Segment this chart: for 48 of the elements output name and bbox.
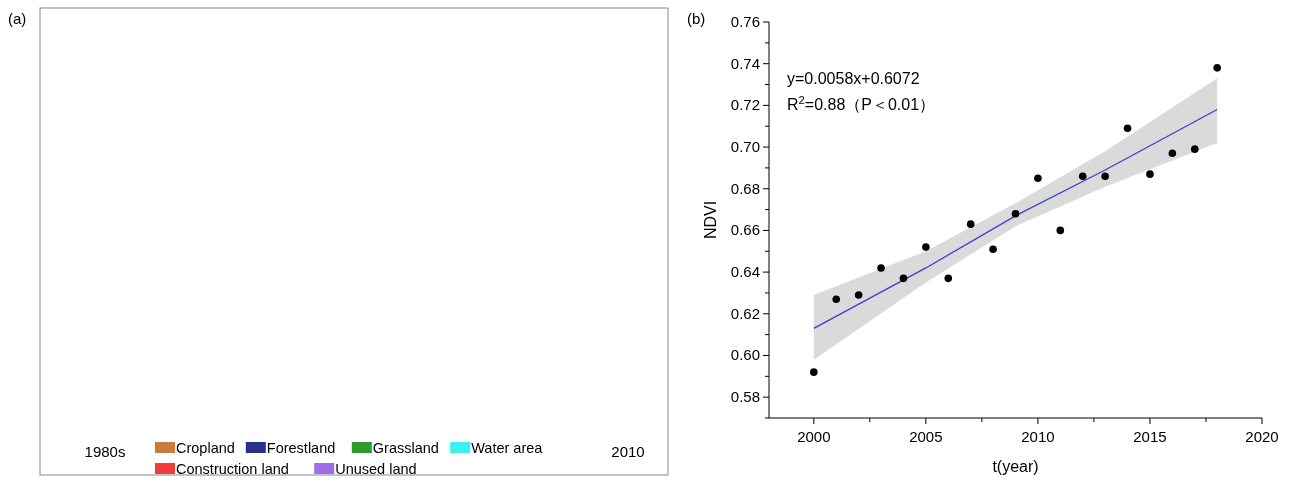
category-label: Grassland xyxy=(372,440,439,456)
x-tick-label: 2005 xyxy=(909,428,943,445)
category-label: Water area xyxy=(471,440,544,456)
text: (a) xyxy=(8,10,27,27)
point xyxy=(1146,170,1154,178)
y-tick-label: 0.62 xyxy=(730,304,760,322)
point xyxy=(922,243,930,251)
category-label: Construction land xyxy=(176,461,289,477)
y-tick-label: 0.64 xyxy=(730,263,760,281)
annotation: R$^{2}$=0.88（P＜0.01） xyxy=(787,94,936,113)
point xyxy=(877,264,885,272)
y-tick-label: 0.74 xyxy=(730,54,760,72)
y-tick-label: 0.60 xyxy=(730,346,760,364)
x-tick-label: 2000 xyxy=(797,428,831,445)
x-tick-label: 2015 xyxy=(1133,428,1167,445)
point xyxy=(944,274,953,283)
y-tick-label: 0.70 xyxy=(730,138,760,156)
point xyxy=(989,245,997,253)
point xyxy=(810,368,818,376)
annotation: y=0.0058x+0.6072 xyxy=(787,70,920,87)
y-tick-label: 0.66 xyxy=(730,221,760,239)
x-tick-label: 2020 xyxy=(1245,428,1279,445)
point xyxy=(1011,209,1020,218)
point xyxy=(966,220,975,228)
x-axis-title: t(year) xyxy=(992,458,1039,475)
point xyxy=(854,291,863,299)
point xyxy=(832,295,841,303)
y-tick-label: 0.76 xyxy=(730,13,760,30)
text: 2010 xyxy=(611,443,645,460)
category-label: Cropland xyxy=(176,440,235,456)
point xyxy=(1213,64,1221,72)
y-tick-label: 0.72 xyxy=(730,96,760,114)
y-axis-title: NDVI xyxy=(702,200,719,240)
chart-title: (b) xyxy=(687,10,706,27)
point xyxy=(1168,149,1177,158)
point xyxy=(1078,172,1087,181)
point xyxy=(899,274,908,283)
category-label: Forestland xyxy=(266,440,336,456)
point xyxy=(1101,172,1109,181)
category-label: Unused land xyxy=(335,461,417,477)
y-tick-label: 0.58 xyxy=(730,388,760,406)
x-tick-label: 2010 xyxy=(1021,428,1055,445)
point xyxy=(1190,145,1199,153)
point xyxy=(1056,226,1065,235)
y-tick-label: 0.68 xyxy=(730,179,760,197)
text: 1980s xyxy=(84,443,126,460)
point xyxy=(1123,124,1132,133)
point xyxy=(1034,174,1042,183)
